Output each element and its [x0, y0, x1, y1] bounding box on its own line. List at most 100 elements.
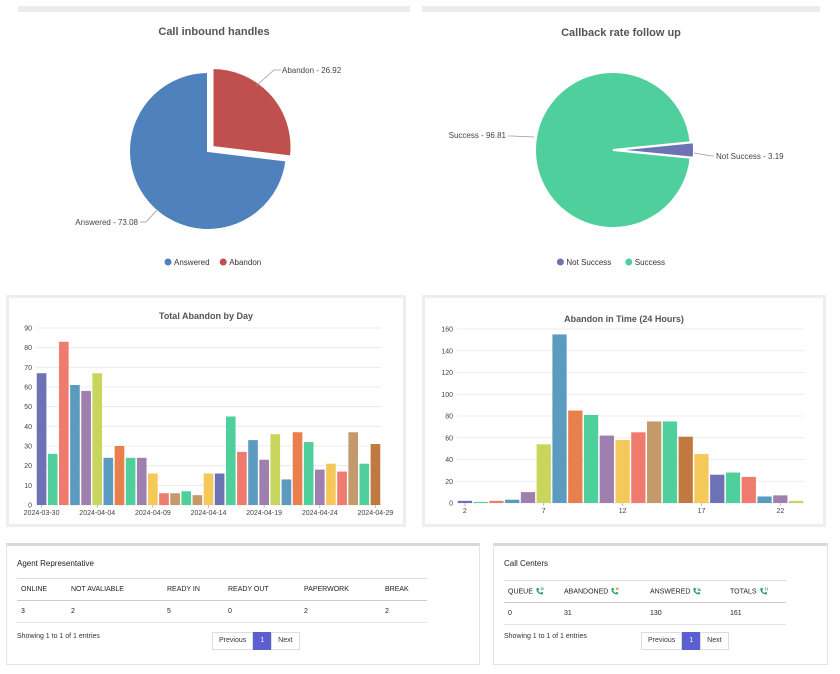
- pie-label-abandon: Abandon - 26.92: [282, 66, 342, 75]
- col-online[interactable]: ONLINE: [17, 578, 67, 601]
- col-paperwork[interactable]: PAPERWORK: [300, 578, 381, 601]
- call-centers-title: Call Centers: [504, 559, 549, 568]
- legend-item-answered[interactable]: Answered: [164, 258, 210, 267]
- bar[interactable]: [631, 432, 646, 503]
- bar[interactable]: [281, 479, 292, 505]
- bar[interactable]: [181, 491, 192, 505]
- legend-label: Answered: [174, 258, 210, 267]
- bar[interactable]: [103, 457, 114, 505]
- page-1-button[interactable]: 1: [682, 632, 701, 650]
- x-tick-label: 2024-04-19: [246, 510, 282, 517]
- agent-table-title: Agent Representative: [17, 559, 94, 568]
- bar[interactable]: [741, 476, 756, 503]
- previous-button[interactable]: Previous: [212, 632, 254, 650]
- col-ready-in[interactable]: READY IN: [163, 578, 224, 601]
- bar[interactable]: [159, 493, 169, 505]
- bar[interactable]: [259, 459, 269, 505]
- bar[interactable]: [788, 500, 804, 503]
- legend-marker: [556, 258, 564, 266]
- bar[interactable]: [70, 385, 80, 505]
- next-button[interactable]: Next: [700, 632, 729, 650]
- bar[interactable]: [248, 440, 258, 505]
- col-answered[interactable]: ANSWERED: [646, 580, 726, 603]
- cell-break: 2: [381, 600, 427, 623]
- bar[interactable]: [59, 341, 69, 505]
- bar[interactable]: [710, 474, 725, 503]
- col-not-available[interactable]: NOT AVALIABLE: [67, 578, 163, 601]
- table-row: 3 2 5 0 2 2: [17, 600, 427, 623]
- bar[interactable]: [583, 414, 599, 503]
- cell-paperwork: 2: [300, 600, 381, 623]
- bar[interactable]: [292, 432, 303, 505]
- phone-abandoned-icon: [611, 587, 619, 595]
- bar[interactable]: [568, 410, 583, 503]
- entries-info: Showing 1 to 1 of 1 entries: [504, 633, 587, 640]
- bar[interactable]: [599, 435, 614, 503]
- bar[interactable]: [214, 473, 225, 505]
- col-abandoned[interactable]: ABANDONED: [560, 580, 646, 603]
- y-tick-label: 60: [24, 385, 32, 392]
- legend-item-success[interactable]: Success: [625, 258, 665, 267]
- bar[interactable]: [203, 473, 214, 505]
- bar[interactable]: [81, 390, 91, 505]
- cell-ready-in: 5: [163, 600, 224, 623]
- col-queue[interactable]: QUEUE: [504, 580, 560, 603]
- bar[interactable]: [552, 334, 567, 503]
- legend-item-not-success[interactable]: Not Success: [556, 258, 611, 267]
- pie-label-not-success: Not Success - 3.19: [716, 152, 784, 161]
- bar[interactable]: [92, 373, 103, 505]
- legend-marker: [625, 258, 633, 266]
- y-tick-label: 10: [24, 483, 32, 490]
- bar[interactable]: [136, 457, 147, 505]
- bar[interactable]: [237, 451, 247, 505]
- bar[interactable]: [270, 434, 281, 505]
- phone-queue-icon: [536, 587, 544, 595]
- bar[interactable]: [170, 493, 180, 505]
- bar[interactable]: [757, 496, 772, 503]
- next-button[interactable]: Next: [271, 632, 300, 650]
- bar[interactable]: [520, 492, 536, 503]
- col-totals[interactable]: TOTALS: [726, 580, 786, 603]
- bar[interactable]: [370, 444, 381, 505]
- bar[interactable]: [536, 444, 551, 503]
- bar[interactable]: [694, 454, 709, 503]
- y-tick-label: 140: [441, 348, 453, 355]
- previous-button[interactable]: Previous: [641, 632, 683, 650]
- bar[interactable]: [125, 457, 136, 505]
- bar[interactable]: [36, 373, 47, 505]
- bar[interactable]: [337, 471, 347, 505]
- bar[interactable]: [47, 453, 58, 505]
- bar[interactable]: [114, 446, 125, 505]
- bar[interactable]: [359, 463, 370, 505]
- bar[interactable]: [326, 463, 336, 505]
- bar[interactable]: [148, 473, 158, 505]
- bar[interactable]: [192, 495, 203, 505]
- bar[interactable]: [647, 421, 662, 503]
- bar[interactable]: [615, 439, 630, 503]
- bar[interactable]: [473, 501, 488, 503]
- x-tick-label: 2024-04-29: [358, 510, 394, 517]
- bar[interactable]: [678, 436, 693, 503]
- bar[interactable]: [505, 499, 520, 503]
- bar[interactable]: [489, 500, 504, 503]
- pie-panel-callback: Callback rate follow up Success - 96.81 N…: [422, 12, 820, 284]
- x-tick-label: 2024-04-14: [191, 510, 227, 517]
- legend-item-abandon[interactable]: Abandon: [219, 258, 262, 267]
- bar[interactable]: [314, 469, 325, 505]
- bar[interactable]: [773, 495, 788, 503]
- bar[interactable]: [457, 500, 473, 503]
- col-ready-out[interactable]: READY OUT: [224, 578, 300, 601]
- bar[interactable]: [303, 442, 314, 505]
- phone-totals-icon: [759, 587, 768, 595]
- page-1-button[interactable]: 1: [253, 632, 272, 650]
- panel-top-bar: [18, 6, 410, 12]
- x-tick-label: 2: [463, 508, 467, 515]
- bar[interactable]: [662, 421, 678, 503]
- bar[interactable]: [348, 432, 358, 505]
- col-break[interactable]: BREAK: [381, 578, 427, 601]
- bar[interactable]: [225, 416, 236, 506]
- bar[interactable]: [725, 472, 741, 503]
- cell-online: 3: [17, 600, 67, 623]
- bar-chart-abandon-in-time: 0 20 40 60 80 100 120 140 160 2 7 12 17 22: [441, 327, 804, 515]
- y-tick-label: 0: [28, 503, 32, 510]
